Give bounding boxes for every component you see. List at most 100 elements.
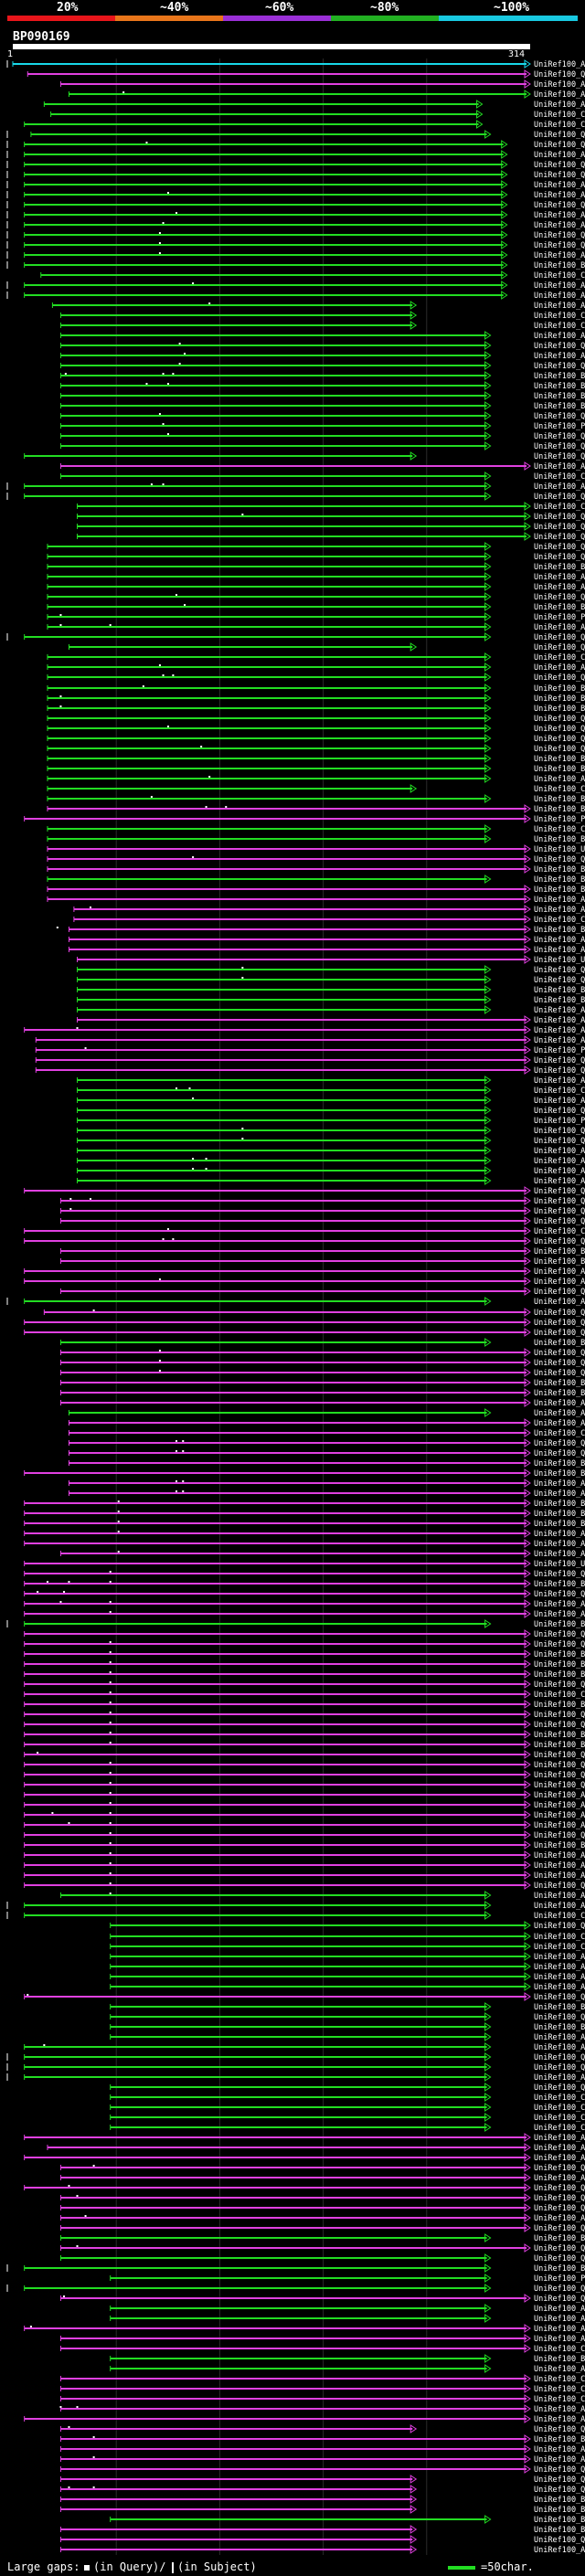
hit-row[interactable]: UniRef100_A9FJQ2	[47, 774, 585, 784]
hit-label[interactable]: UniRef100_A4QPH8	[534, 2134, 585, 2143]
hit-label[interactable]: UniRef100_A2SY37	[534, 2033, 585, 2042]
hit-label[interactable]: UniRef100_B4FZL4	[534, 2023, 585, 2032]
hit-row[interactable]: UniRef100_Q43382	[6, 2284, 585, 2294]
hit-label[interactable]: UniRef100_Q6YWT7	[534, 1439, 585, 1448]
hit-row[interactable]: UniRef100_A9PGU3	[77, 1156, 585, 1166]
hit-label[interactable]: UniRef100_B8AJ38	[534, 402, 585, 411]
hit-row[interactable]: UniRef100_C1E7T4	[59, 2384, 585, 2394]
hit-label[interactable]: UniRef100_A9PFP4	[534, 1791, 585, 1800]
hit-label[interactable]: UniRef100_A9T5J1	[534, 462, 585, 472]
hit-label[interactable]: UniRef100_A6NUC5	[534, 1540, 585, 1549]
hit-row[interactable]: UniRef100_A6NW10	[24, 1871, 585, 1881]
hit-label[interactable]: UniRef100_A4SKD4	[534, 2305, 585, 2314]
hit-row[interactable]: UniRef100_A4QPN9	[47, 572, 585, 582]
hit-row[interactable]: UniRef100_C5Y236	[77, 502, 585, 512]
hit-row[interactable]: UniRef100_A9PGD4	[24, 1529, 585, 1539]
hit-row[interactable]: UniRef100_P27524	[35, 1045, 585, 1055]
hit-row[interactable]: UniRef100_Q41642	[59, 2223, 585, 2233]
hit-label[interactable]: UniRef100_Q8S567	[534, 131, 585, 140]
hit-label[interactable]: UniRef100_Q7XHC6	[534, 543, 585, 552]
hit-row[interactable]: UniRef100_A4QPN8	[43, 100, 585, 110]
hit-label[interactable]: UniRef100_B6SZ37	[534, 684, 585, 694]
hit-row[interactable]: UniRef100_UP1000..	[77, 955, 585, 965]
hit-label[interactable]: UniRef100_B6SSN3	[534, 2003, 585, 2012]
hit-row[interactable]: UniRef100_B3VV83	[24, 1499, 585, 1509]
hit-label[interactable]: UniRef100_Q6Z411	[534, 2465, 585, 2475]
hit-label[interactable]: UniRef100_A6IXC8	[534, 60, 585, 69]
hit-row[interactable]: UniRef100_Q9SRK8	[77, 1106, 585, 1116]
hit-label[interactable]: UniRef100_C5YA63	[534, 1691, 585, 1700]
hit-label[interactable]: UniRef100_Q6ZL95	[534, 412, 585, 421]
hit-row[interactable]: UniRef100_A6IXC8	[6, 59, 585, 69]
hit-row[interactable]: UniRef100_A4RF44	[6, 482, 585, 492]
hit-row[interactable]: UniRef100_B3VV73	[24, 1670, 585, 1680]
hit-row[interactable]: UniRef100_Q9FVE3	[24, 2183, 585, 2193]
hit-row[interactable]: UniRef100_B3VV74	[24, 1519, 585, 1529]
hit-label[interactable]: UniRef100_A4QPP3	[534, 2154, 585, 2163]
hit-label[interactable]: UniRef100_C1FD84	[534, 472, 585, 482]
hit-row[interactable]: UniRef100_B9T4T2	[6, 1619, 585, 1629]
hit-row[interactable]: UniRef100_B6SZR1	[77, 995, 585, 1005]
hit-row[interactable]: UniRef100_Q4V481	[24, 1569, 585, 1579]
hit-label[interactable]: UniRef100_B9RR76	[534, 795, 585, 804]
hit-label[interactable]: UniRef100_A7SP51	[534, 1026, 585, 1035]
hit-label[interactable]: UniRef100_C1MUM8	[534, 653, 585, 663]
hit-label[interactable]: UniRef100_C6T858	[534, 1227, 585, 1236]
hit-row[interactable]: UniRef100_B4FJU4	[59, 2525, 585, 2535]
hit-row[interactable]: UniRef100_A6NTU5	[77, 1005, 585, 1015]
hit-label[interactable]: UniRef100_Q9BV18	[534, 1882, 585, 1891]
hit-label[interactable]: UniRef100_A2SY16	[534, 1419, 585, 1428]
hit-label[interactable]: UniRef100_Q9C5R7	[534, 1711, 585, 1720]
hit-label[interactable]: UniRef100_Q3B9U2	[534, 2425, 585, 2434]
hit-label[interactable]: UniRef100_Q5SBN0	[534, 2164, 585, 2173]
hit-row[interactable]: UniRef100_B8BCF0	[68, 1458, 585, 1468]
hit-label[interactable]: UniRef100_B6SZR1	[534, 996, 585, 1005]
hit-row[interactable]: UniRef100_A6YBX0	[77, 1096, 585, 1106]
hit-label[interactable]: UniRef100_B3VV72	[534, 1701, 585, 1710]
hit-label[interactable]: UniRef100_Q7XY11	[534, 1831, 585, 1840]
hit-label[interactable]: UniRef100_A8MS75	[534, 1801, 585, 1810]
hit-row[interactable]: UniRef100_C1MUM8	[47, 652, 585, 663]
hit-row[interactable]: UniRef100_B9RLX2	[47, 562, 585, 572]
hit-row[interactable]: UniRef100_Q3G7I8	[24, 1629, 585, 1639]
hit-row[interactable]: UniRef100_C1EB03	[47, 784, 585, 794]
hit-row[interactable]: UniRef100_B4FVG9	[47, 834, 585, 844]
hit-label[interactable]: UniRef100_A4QPJ9	[534, 2144, 585, 2153]
hit-label[interactable]: UniRef100_Q01657	[534, 1781, 585, 1790]
hit-row[interactable]: UniRef100_Q6Z411	[59, 2465, 585, 2475]
hit-label[interactable]: UniRef100_A6USE4	[534, 1851, 585, 1860]
hit-label[interactable]: UniRef100_Q9XEZ5	[534, 553, 585, 562]
hit-row[interactable]: UniRef100_C3UVS6	[110, 2113, 585, 2123]
hit-row[interactable]: UniRef100_B9T087	[59, 2505, 585, 2515]
hit-row[interactable]: UniRef100_Q9BV18	[24, 1881, 585, 1891]
hit-label[interactable]: UniRef100_B9RT12	[534, 755, 585, 764]
hit-label[interactable]: UniRef100_Q4VS12	[534, 2083, 585, 2093]
hit-row[interactable]: UniRef100_A9T5J1	[59, 461, 585, 472]
hit-row[interactable]: UniRef100_Q1M0L9	[77, 975, 585, 985]
hit-row[interactable]: UniRef100_Q9SGB6	[35, 1065, 585, 1076]
hit-row[interactable]: UniRef100_A9TPZ7	[6, 281, 585, 291]
hit-row[interactable]: UniRef100_C1FH38	[59, 321, 585, 331]
hit-label[interactable]: UniRef100_A6IIV9	[534, 151, 585, 160]
hit-row[interactable]: UniRef100_Q6YWT7	[68, 1438, 585, 1448]
hit-row[interactable]: UniRef100_A4QPJ9	[47, 2143, 585, 2153]
hit-label[interactable]: UniRef100_B9G2P7	[534, 1247, 585, 1256]
hit-label[interactable]: UniRef100_B5DFW4	[534, 765, 585, 774]
hit-label[interactable]: UniRef100_UP1000..	[534, 845, 585, 854]
hit-label[interactable]: UniRef100_A4QPE4	[534, 2445, 585, 2454]
hit-row[interactable]: UniRef100_B9S236	[59, 2495, 585, 2505]
hit-label[interactable]: UniRef100_Q9FJV4	[534, 1590, 585, 1599]
hit-row[interactable]: UniRef100_Q7XHC6	[47, 542, 585, 552]
hit-label[interactable]: UniRef100_Q41748	[534, 1922, 585, 1931]
hit-row[interactable]: UniRef100_C6TKB2	[77, 1086, 585, 1096]
hit-row[interactable]: UniRef100_A8MR1L	[77, 1146, 585, 1156]
hit-label[interactable]: UniRef100_C3UVT8	[534, 2094, 585, 2103]
hit-label[interactable]: UniRef100_Q7M1X9	[534, 1127, 585, 1136]
hit-label[interactable]: UniRef100_A2SY12	[534, 2043, 585, 2052]
hit-row[interactable]: UniRef100_Q9C5R7	[24, 1710, 585, 1720]
hit-row[interactable]: UniRef100_Q3SQU4	[6, 160, 585, 170]
hit-row[interactable]: UniRef100_B6SSN3	[110, 2002, 585, 2012]
hit-label[interactable]: UniRef100_Q3AJ89	[534, 2063, 585, 2072]
hit-row[interactable]: UniRef100_C1K5B8	[110, 1932, 585, 1942]
hit-row[interactable]: UniRef100_Q69P91	[77, 1136, 585, 1146]
